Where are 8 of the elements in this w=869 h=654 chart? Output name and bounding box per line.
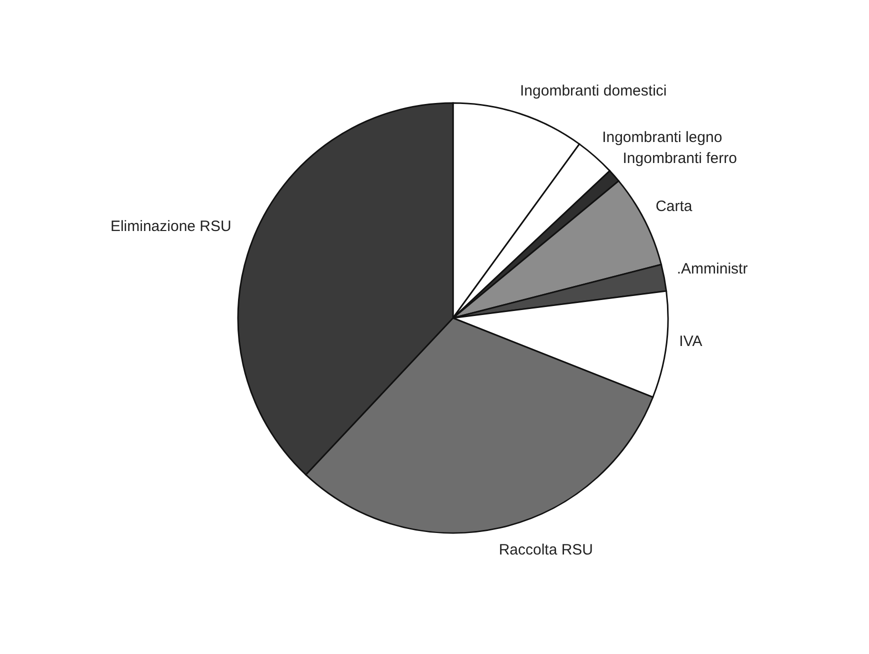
slice-label: .Amministr <box>676 260 748 278</box>
slice-label: Ingombranti ferro <box>622 150 738 167</box>
slice-label: Ingombranti domestici <box>520 82 667 100</box>
slice-label: Ingombranti legno <box>602 129 722 146</box>
slice-label: Eliminazione RSU <box>110 218 232 236</box>
slice-label: Carta <box>656 198 693 216</box>
slice-label: Raccolta RSU <box>498 541 594 558</box>
slice-label: IVA <box>679 333 702 350</box>
